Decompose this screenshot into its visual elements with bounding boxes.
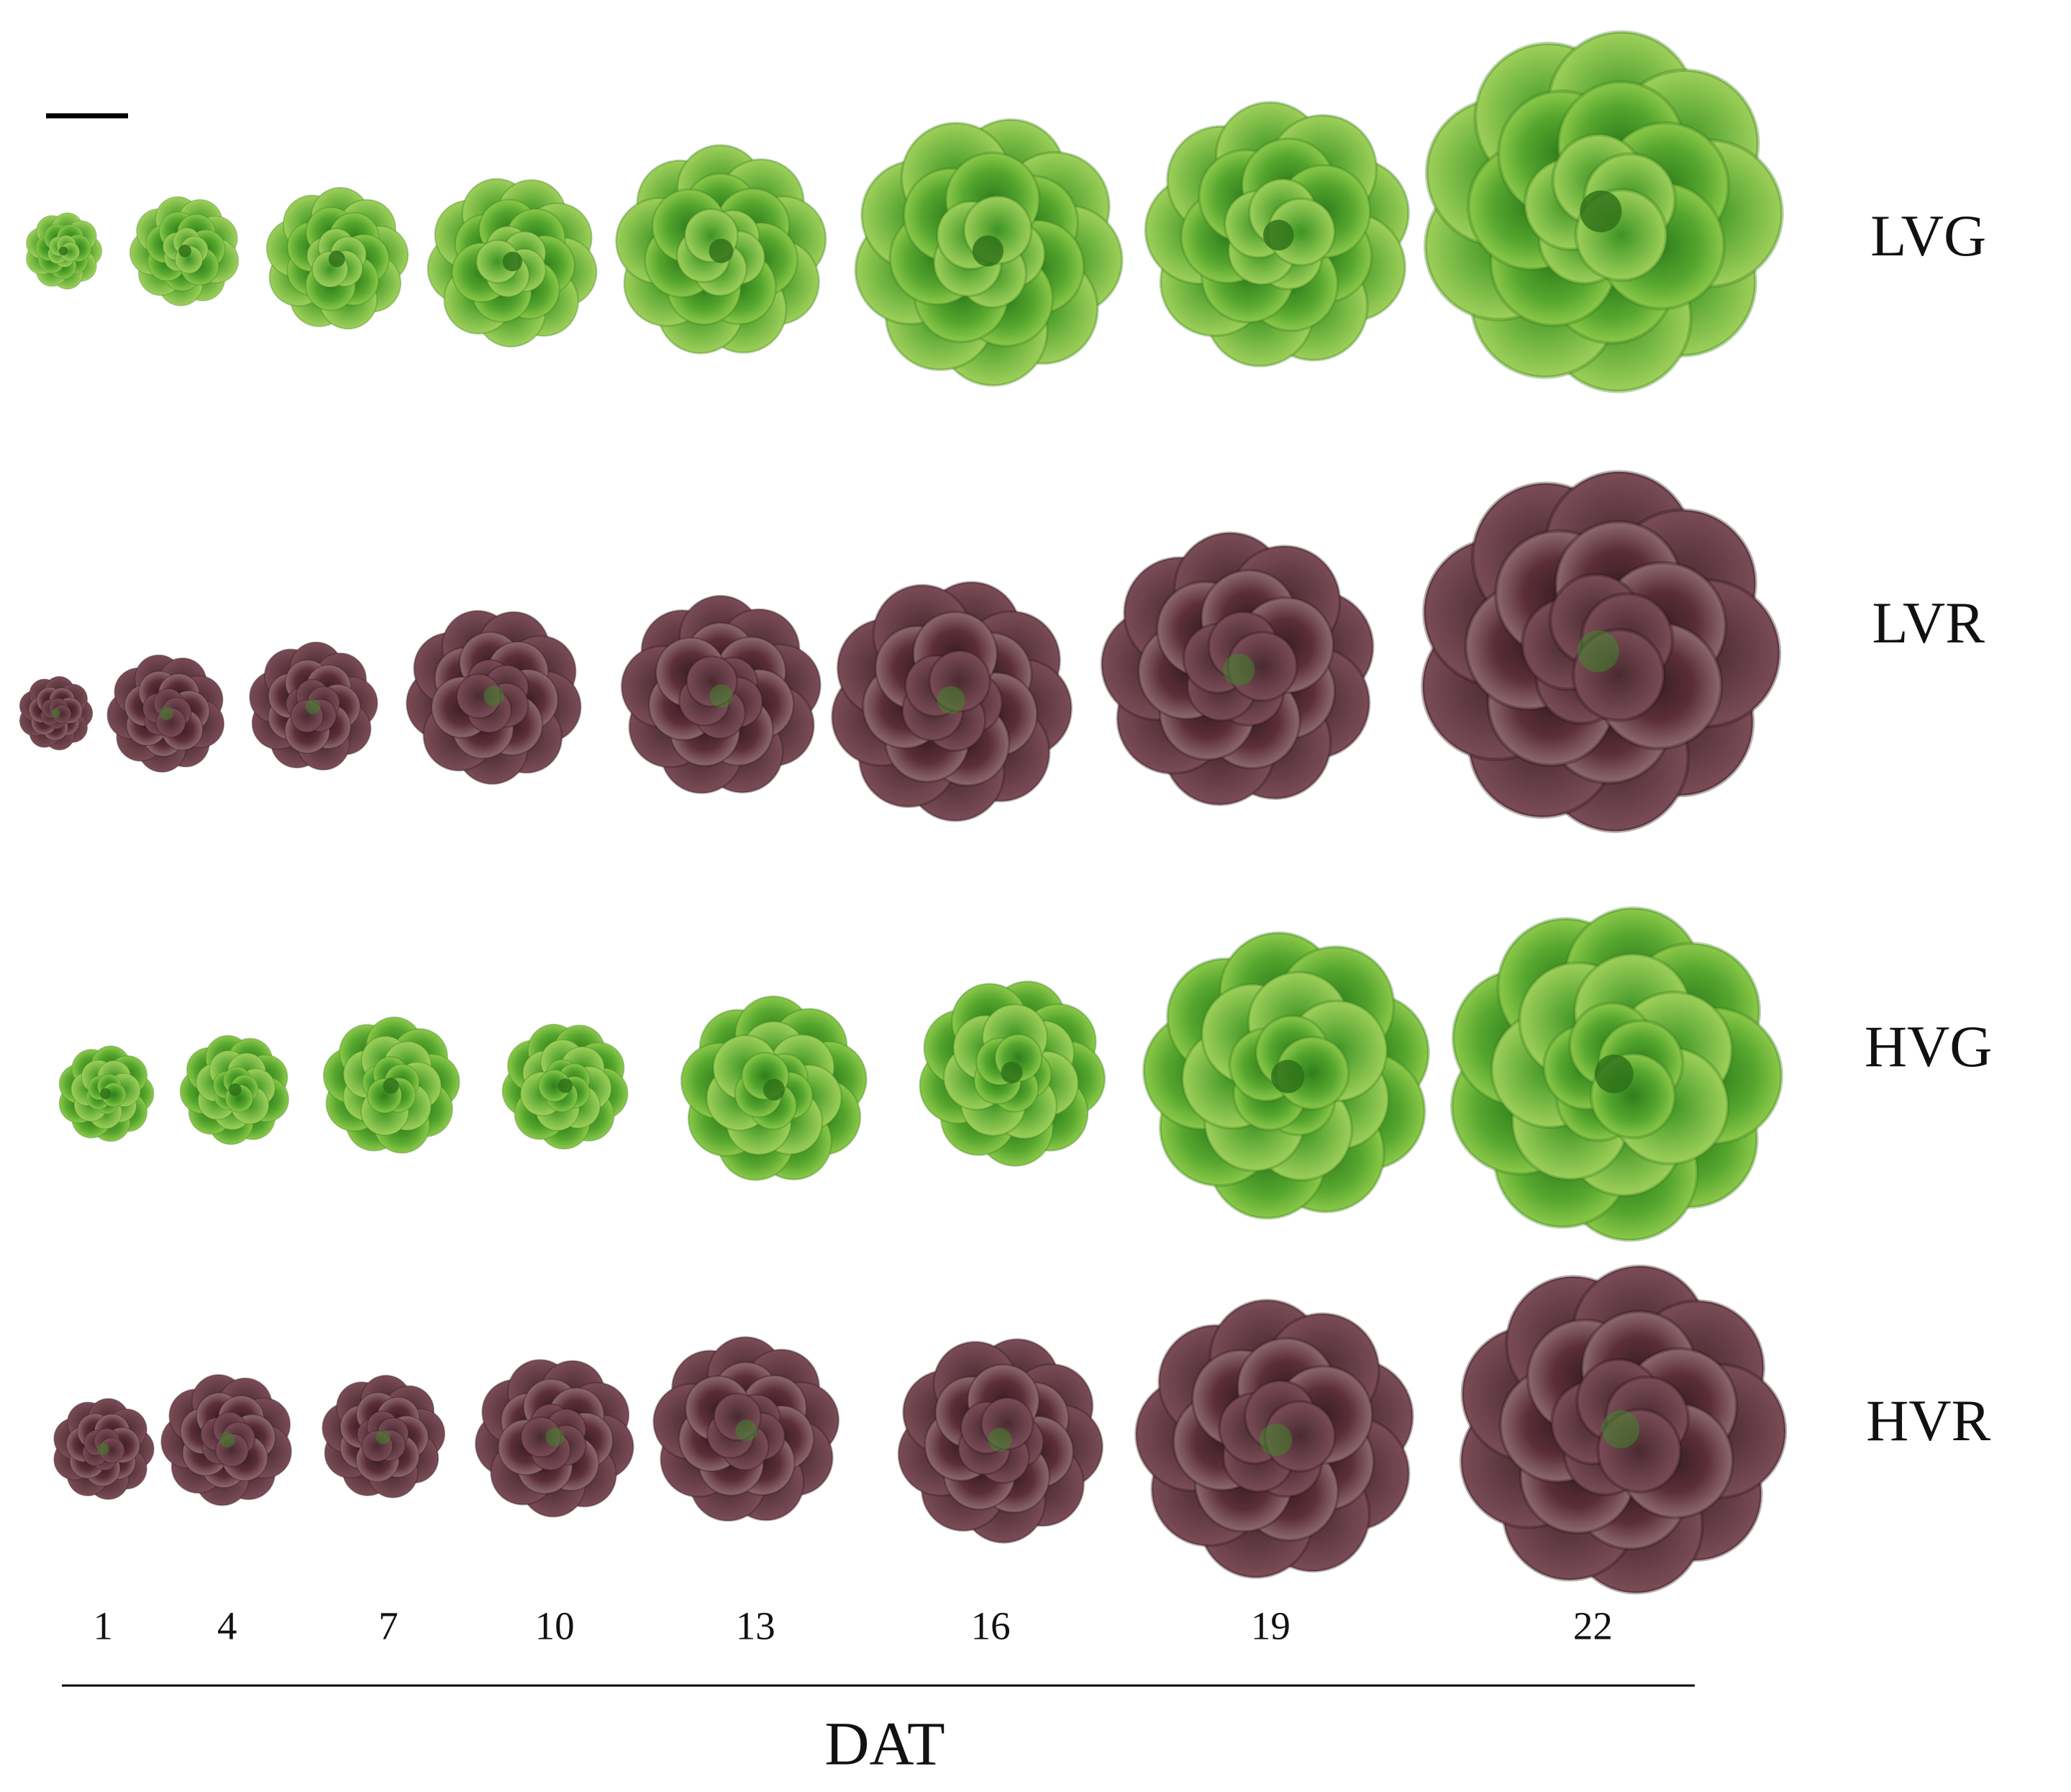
heart (1577, 630, 1619, 673)
lettuce (1144, 101, 1410, 368)
lettuce (652, 1336, 840, 1522)
plants (19, 30, 1788, 1595)
lettuce (501, 1024, 629, 1150)
day-label: 10 (535, 1604, 575, 1647)
heart (1001, 1061, 1023, 1083)
lettuce (854, 118, 1124, 387)
lettuce (680, 995, 868, 1181)
heart (709, 238, 734, 263)
row-label: LVR (1872, 590, 1985, 655)
lettuce (58, 1045, 155, 1142)
heart (545, 1427, 564, 1447)
row-label: HVG (1865, 1014, 1993, 1079)
day-label: 19 (1251, 1604, 1291, 1647)
lettuce (322, 1375, 445, 1498)
heart (1601, 1410, 1640, 1449)
heart (375, 1429, 391, 1445)
heart (1580, 190, 1622, 232)
lettuce (53, 1398, 155, 1500)
heart (1260, 1423, 1293, 1456)
heart (328, 250, 345, 268)
heart (1262, 219, 1294, 251)
heart (383, 1078, 399, 1094)
heart (1223, 653, 1255, 686)
lettuce (1142, 931, 1430, 1220)
heart (229, 1083, 242, 1096)
heart (988, 1427, 1012, 1452)
lettuce (919, 980, 1106, 1167)
heart (557, 1078, 573, 1093)
heart (305, 699, 321, 714)
day-label: 22 (1573, 1604, 1613, 1647)
lettuce (897, 1338, 1103, 1544)
day-label: 4 (217, 1604, 237, 1647)
lettuce (615, 144, 827, 355)
day-label: 7 (378, 1604, 399, 1647)
day-label: 16 (971, 1604, 1011, 1647)
lettuce (26, 212, 103, 290)
lettuce (129, 196, 240, 306)
heart (159, 706, 173, 720)
day-label: 1 (93, 1604, 113, 1647)
lettuce (475, 1359, 634, 1518)
lettuce (1459, 1264, 1788, 1595)
lettuce (106, 654, 225, 773)
heart (483, 686, 504, 706)
heart (58, 246, 68, 256)
heart (1271, 1060, 1305, 1093)
lettuce (160, 1374, 292, 1506)
lettuce (427, 178, 598, 348)
row-label: LVG (1870, 203, 1986, 268)
heart (219, 1432, 235, 1447)
heart (100, 1088, 111, 1099)
lettuce (265, 186, 409, 329)
heart (937, 686, 965, 714)
lettuce (831, 581, 1073, 822)
lettuce (179, 1034, 289, 1145)
lettuce (249, 641, 378, 771)
heart (97, 1443, 109, 1455)
heart (709, 684, 733, 708)
heart (178, 245, 191, 258)
lettuce (19, 676, 94, 751)
lettuce (322, 1016, 460, 1154)
lettuce (1423, 30, 1784, 394)
heart (502, 251, 523, 272)
lettuce (1450, 906, 1783, 1242)
axis-label: DAT (824, 1709, 945, 1778)
row-label: HVR (1866, 1388, 1990, 1453)
lettuce (406, 609, 582, 785)
lettuce (1134, 1298, 1414, 1579)
heart (972, 235, 1003, 267)
lettuce (1100, 531, 1375, 806)
heart (735, 1419, 757, 1442)
lettuce (620, 594, 821, 794)
lettuce (1421, 470, 1782, 833)
heart (1594, 1054, 1634, 1093)
day-label: 13 (736, 1604, 775, 1647)
heart (763, 1078, 785, 1101)
heart (51, 709, 60, 718)
